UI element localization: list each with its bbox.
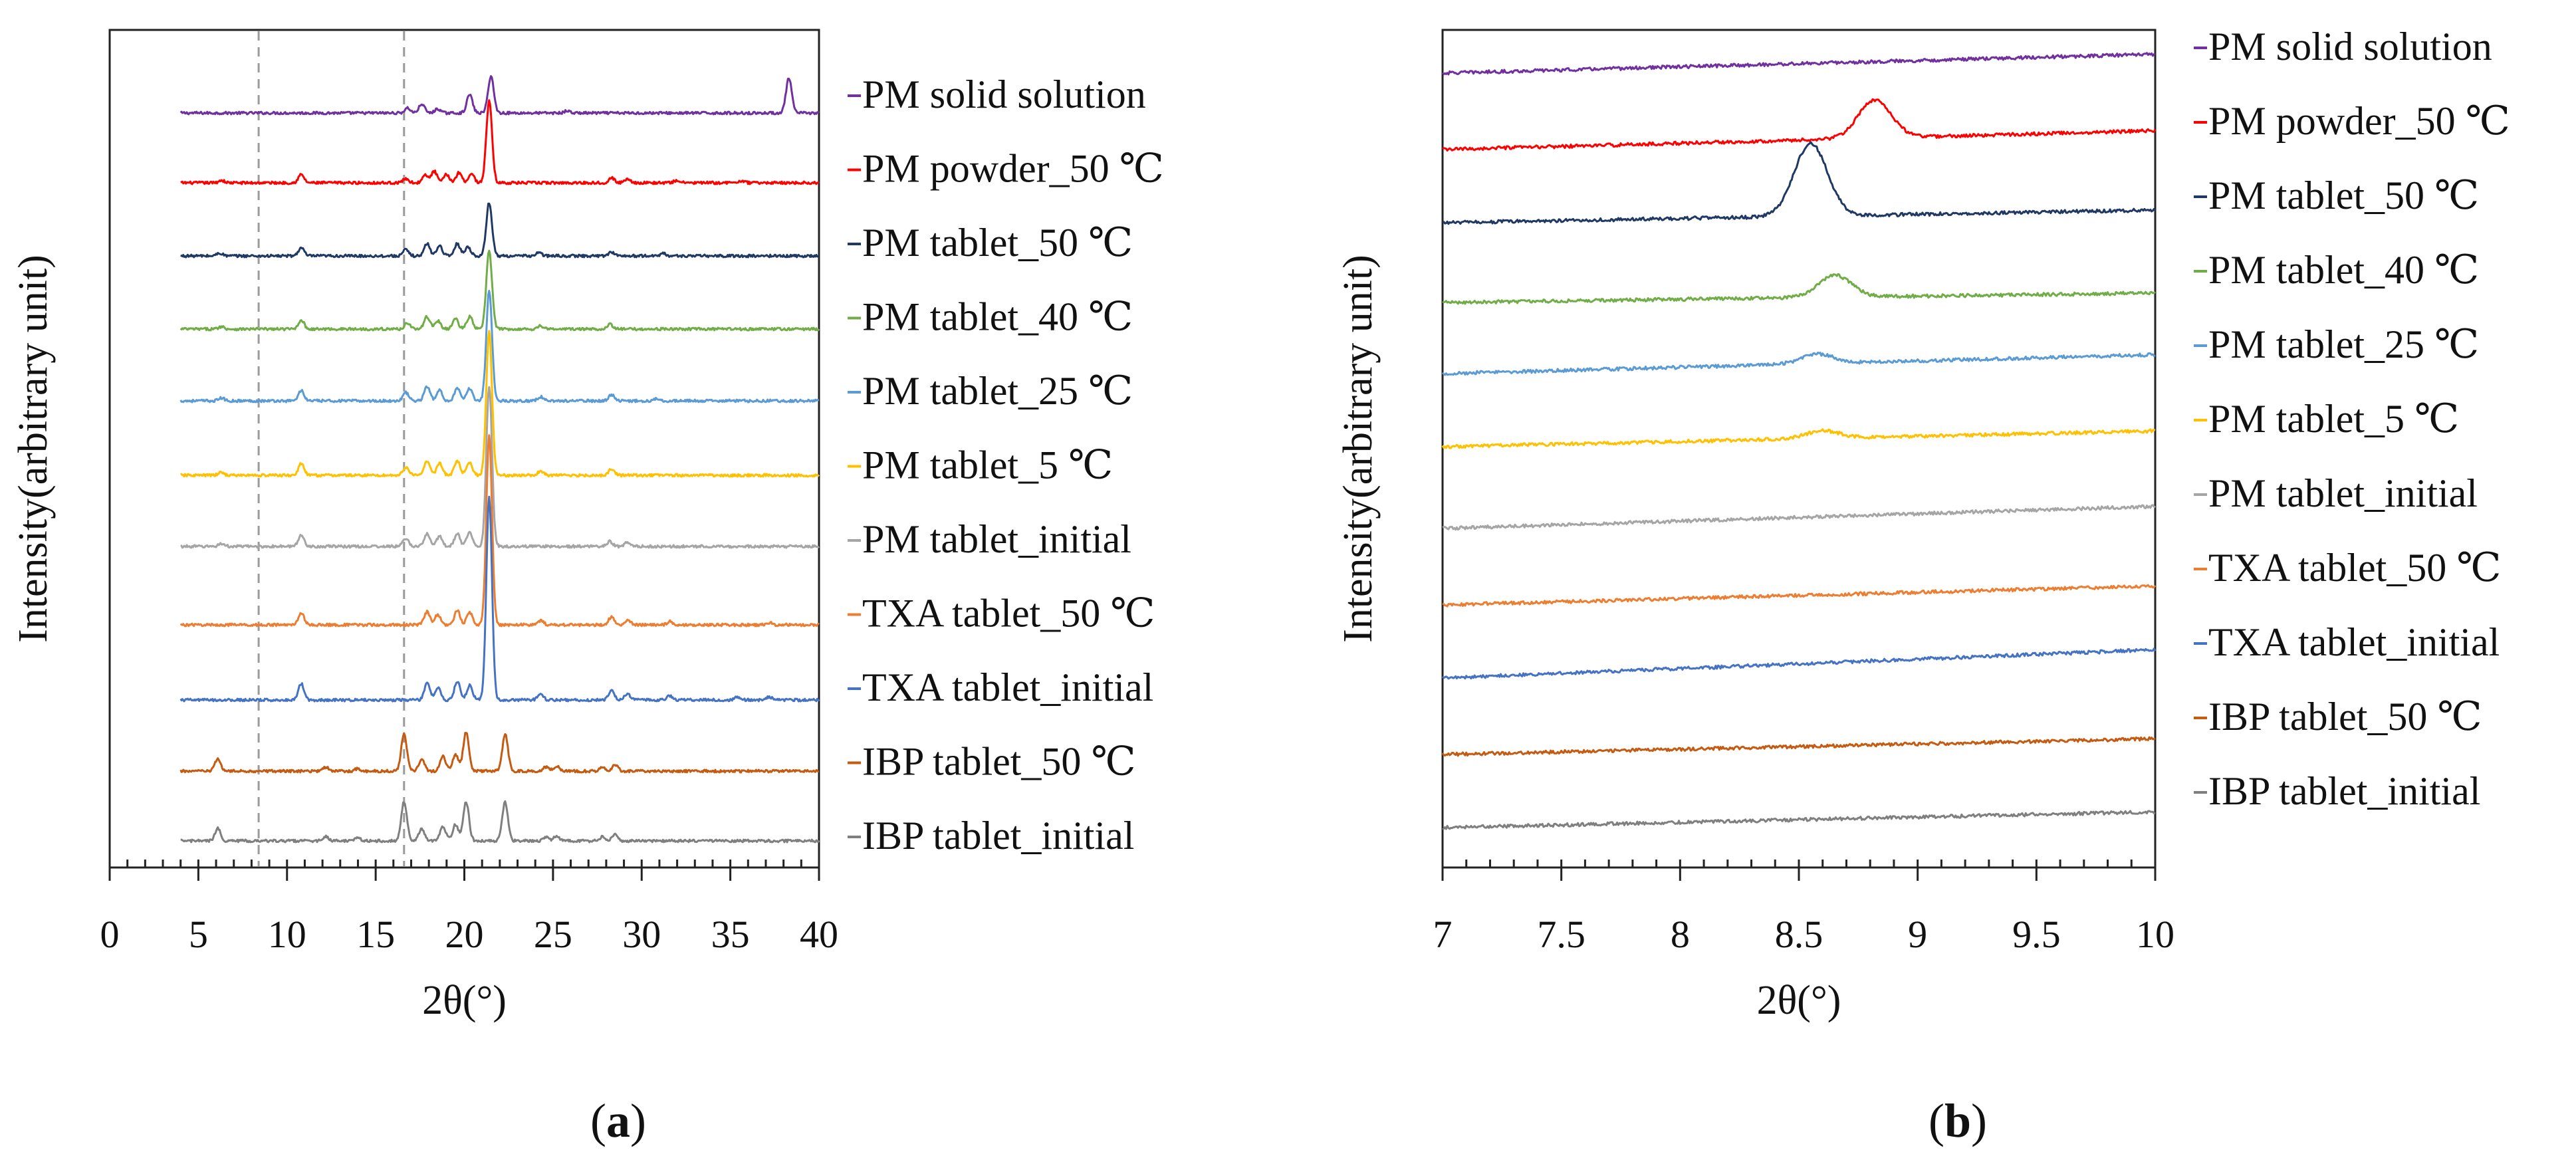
legend-label: PM tablet_5 ℃ [2208,397,2459,441]
legend-label: TXA tablet_initial [2208,620,2500,664]
series-line [1442,98,2157,152]
series-line [179,249,820,332]
x-tick-label: 9 [1908,913,1927,956]
series-line [1442,141,2157,225]
series-line [1442,504,2156,531]
legend-label: PM tablet_initial [862,517,1131,561]
series-line [1442,273,2157,305]
x-tick-label: 30 [622,913,661,956]
x-tick-label: 35 [711,913,750,956]
x-tick-label: 40 [800,913,838,956]
legend-label: PM tablet_40 ℃ [862,295,1133,339]
x-tick-label: 8.5 [1775,913,1823,956]
series-line [179,495,820,703]
legend-label: IBP tablet_initial [2208,769,2480,813]
legend-label: PM tablet_25 ℃ [2208,322,2479,366]
x-tick-label: 7 [1433,913,1453,956]
x-tick-label: 10 [2136,913,2174,956]
series-line [1441,647,2157,680]
x-tick-label: 7.5 [1537,913,1585,956]
legend-label: TXA tablet_50 ℃ [2208,546,2501,590]
series-line [179,290,820,404]
series-line [1441,428,2156,449]
series-line [179,434,820,628]
legend-label: IBP tablet_initial [862,814,1134,858]
x-tick-label: 0 [100,913,120,956]
series-line [1442,810,2156,830]
legend-label: PM solid solution [862,72,1146,116]
series-line [180,202,820,259]
panel-b-tag: (b) [1929,1094,1987,1147]
series-line [180,99,820,185]
panel-b-chart: 7 7.5 8 8.5 9 9.5 10 2θ(°) Intensity(arbitrary u… [1336,25,2510,1023]
series-line [179,732,820,774]
legend-label: PM powder_50 ℃ [862,147,1164,191]
panel-a-tag: (a) [590,1094,646,1147]
x-tick-label: 25 [534,913,572,956]
legend-label: PM powder_50 ℃ [2208,99,2510,143]
series-line [1441,351,2156,376]
series-line [179,330,820,478]
legend-label: TXA tablet_initial [862,665,1153,709]
legend-label: IBP tablet_50 ℃ [2208,695,2482,739]
x-tick-label: 10 [268,913,306,956]
x-tick-label: 15 [356,913,395,956]
legend-label: PM tablet_initial [2208,471,2478,515]
legend-label: IBP tablet_50 ℃ [862,740,1136,784]
y-axis-title: Intensity(arbitrary unit) [1336,255,1381,643]
series-line [179,75,820,116]
series-line [180,800,820,844]
legend-label: PM tablet_40 ℃ [2208,248,2479,292]
legend-label: PM tablet_25 ℃ [862,369,1133,413]
x-tick-label: 9.5 [2012,913,2061,956]
x-axis-title: 2θ(°) [422,978,507,1023]
series-line [1441,736,2156,757]
series-line [1441,52,2156,76]
legend-label: PM tablet_50 ℃ [862,221,1133,265]
y-axis-title: Intensity(arbitrary unit) [11,255,56,643]
panel-a-chart: 0 5 10 15 20 25 30 35 40 2θ(°) Intensity(arbitrary… [11,29,1164,1023]
legend-label: TXA tablet_50 ℃ [862,592,1155,636]
series-line [180,386,820,549]
x-tick-label: 8 [1671,913,1690,956]
x-tick-label: 5 [189,913,208,956]
legend-label: PM tablet_50 ℃ [2208,174,2479,217]
x-axis-title: 2θ(°) [1757,978,1841,1023]
legend-label: PM tablet_5 ℃ [862,443,1113,487]
legend-label: PM solid solution [2208,25,2492,68]
x-tick-label: 20 [445,913,484,956]
series-line [1442,584,2157,608]
